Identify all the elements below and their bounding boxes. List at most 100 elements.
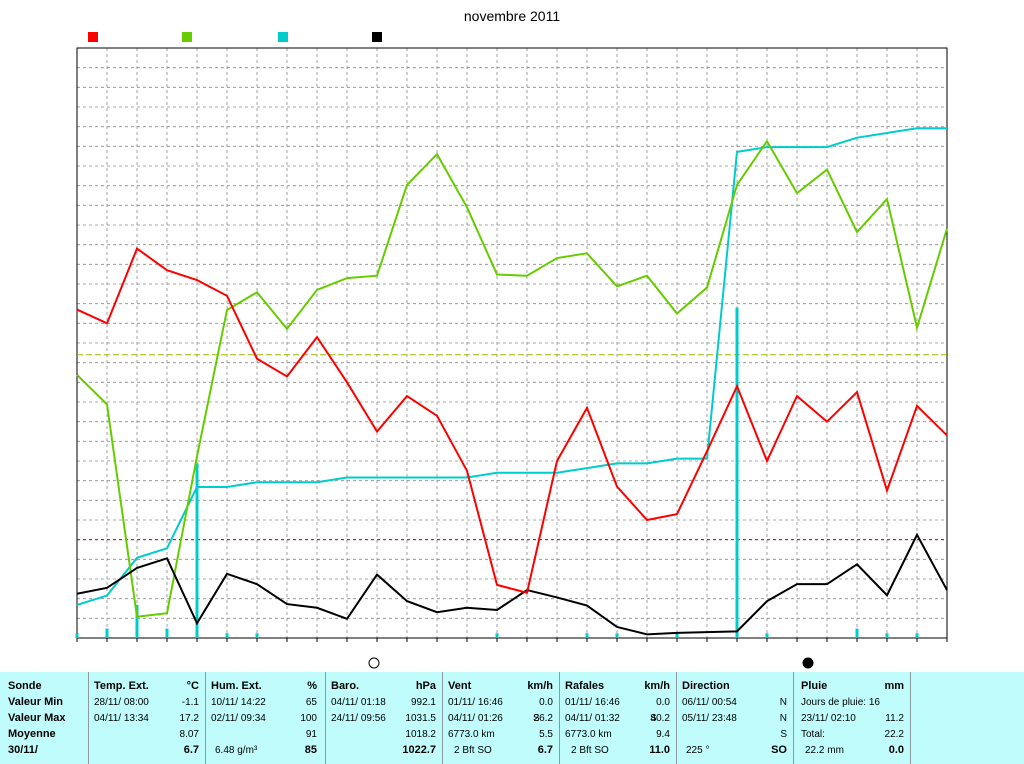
rain-bar: [585, 633, 589, 638]
gusts-distance: 6773.0 km: [565, 729, 612, 740]
rain-bar: [165, 628, 169, 638]
gusts-current: 11.0: [649, 744, 670, 756]
hum-unit: %: [307, 680, 317, 692]
direction-column: Direction 06/11/ 00:54 N 05/11/ 23:48 N …: [676, 672, 794, 764]
rain-bar: [765, 633, 769, 638]
chart-title: novembre 2011: [464, 8, 560, 24]
rain-bar: [195, 463, 199, 638]
direction-degrees: 225 °: [686, 745, 710, 756]
legend-swatch: [372, 32, 382, 42]
baro-mean: 1018.2: [405, 729, 436, 740]
rain-current: 0.0: [888, 744, 904, 756]
rain-total-label: Total:: [801, 729, 825, 740]
grid: [76, 47, 948, 639]
legend-swatch: [182, 32, 192, 42]
series-line-temp-ext: [76, 247, 948, 594]
hum-min: 65: [305, 697, 317, 708]
gusts-min: 0.0: [656, 697, 670, 708]
direction-mean: S: [780, 729, 787, 740]
direction-min: N: [779, 697, 787, 708]
temp-max-date: 04/11/ 13:34: [94, 713, 149, 724]
legend-swatch: [88, 32, 98, 42]
temp-current: 6.7: [183, 744, 199, 756]
wind-mean: 5.5: [539, 729, 553, 740]
baro-min-date: 04/11/ 01:18: [331, 697, 386, 708]
temp-mean: 8.07: [179, 729, 199, 740]
wind-min: 0.0: [539, 697, 553, 708]
wind-distance: 6773.0 km: [448, 729, 495, 740]
wind-beaufort: 2 Bft SO: [454, 745, 492, 756]
rain-max-date: 23/11/ 02:10: [801, 713, 856, 724]
temp-min: -1.1: [181, 697, 199, 708]
rain-bar: [855, 628, 859, 638]
row-label-mean: Moyenne: [8, 728, 56, 740]
series-line-pluie: [76, 127, 947, 606]
rain-title: Pluie: [801, 680, 828, 692]
wind-max: 26.2: [533, 713, 553, 724]
rain-unit: mm: [884, 680, 904, 692]
wind-title: Vent: [448, 680, 472, 692]
rain-bar: [885, 633, 889, 638]
baro-column: Baro. hPa 04/11/ 01:18 992.1 24/11/ 09:5…: [325, 672, 443, 764]
gusts-min-date: 01/11/ 16:46: [565, 697, 620, 708]
temp-unit: °C: [186, 680, 199, 692]
legend: [88, 32, 382, 42]
row-label-min: Valeur Min: [8, 696, 64, 708]
rain-column: Pluie mm Jours de pluie: 16 23/11/ 02:10…: [793, 672, 911, 764]
baro-unit: hPa: [415, 680, 436, 692]
full-moon-icon: [802, 657, 814, 669]
rain-bar: [915, 633, 919, 638]
temp-max: 17.2: [179, 713, 199, 724]
gusts-max-date: 04/11/ 01:32: [565, 713, 620, 724]
temp-column: Temp. Ext. °C 28/11/ 08:00 -1.1 04/11/ 1…: [88, 672, 206, 764]
rain-bar: [225, 633, 229, 638]
baro-max: 1031.5: [405, 713, 436, 724]
row-label-date: 30/11/: [8, 744, 38, 756]
baro-title: Baro.: [331, 680, 360, 692]
wind-max-date: 04/11/ 01:26: [448, 713, 503, 724]
stats-panel: Sonde Valeur Min Valeur Max Moyenne 30/1…: [0, 672, 1024, 764]
direction-max-date: 05/11/ 23:48: [682, 713, 737, 724]
rain-bar: [255, 633, 259, 638]
gusts-unit: km/h: [644, 680, 670, 692]
baro-min: 992.1: [410, 697, 436, 708]
rain-bar: [615, 633, 619, 638]
rain-total: 22.2: [884, 729, 904, 740]
baro-max-date: 24/11/ 09:56: [331, 713, 386, 724]
gusts-column: Rafales km/h 01/11/ 16:46 0.0 04/11/ 01:…: [559, 672, 677, 764]
plot-frame: [76, 47, 948, 639]
gusts-beaufort: 2 Bft SO: [571, 745, 609, 756]
direction-current: SO: [771, 744, 787, 756]
rain-bar: [135, 604, 139, 638]
rain-bar: [105, 628, 109, 638]
wind-unit: km/h: [527, 680, 553, 692]
direction-min-date: 06/11/ 00:54: [682, 697, 737, 708]
rain-bar: [675, 633, 679, 638]
hum-max: 100: [300, 713, 317, 724]
series-line-vent: [76, 532, 948, 636]
row-label-max: Valeur Max: [8, 712, 66, 724]
new-moon-icon: [368, 657, 380, 669]
wind-column: Vent km/h 01/11/ 16:46 0.0 04/11/ 01:26 …: [442, 672, 560, 764]
rain-month: 22.2 mm: [805, 745, 844, 756]
humidity-column: Hum. Ext. % 10/11/ 14:22 65 02/11/ 09:34…: [205, 672, 326, 764]
gusts-max-direction: S: [650, 713, 657, 724]
axes: [76, 638, 948, 669]
rain-bar: [735, 307, 739, 638]
series-line-baro: [76, 139, 948, 618]
hum-mean: 91: [305, 729, 317, 740]
wind-current: 6.7: [537, 744, 553, 756]
wind-max-direction: S: [533, 713, 540, 724]
rain-days: Jours de pluie: 16: [801, 697, 880, 708]
temp-min-date: 28/11/ 08:00: [94, 697, 149, 708]
legend-swatch: [278, 32, 288, 42]
direction-max: N: [779, 713, 787, 724]
hum-absolute: 6.48 g/m³: [215, 745, 258, 756]
temp-title: Temp. Ext.: [94, 680, 149, 692]
weather-chart: novembre 2011: [75, 8, 948, 669]
gusts-title: Rafales: [565, 680, 605, 692]
hum-max-date: 02/11/ 09:34: [211, 713, 266, 724]
hum-min-date: 10/11/ 14:22: [211, 697, 266, 708]
gusts-max: 40.2: [650, 713, 670, 724]
rain-max: 11.2: [885, 713, 904, 724]
